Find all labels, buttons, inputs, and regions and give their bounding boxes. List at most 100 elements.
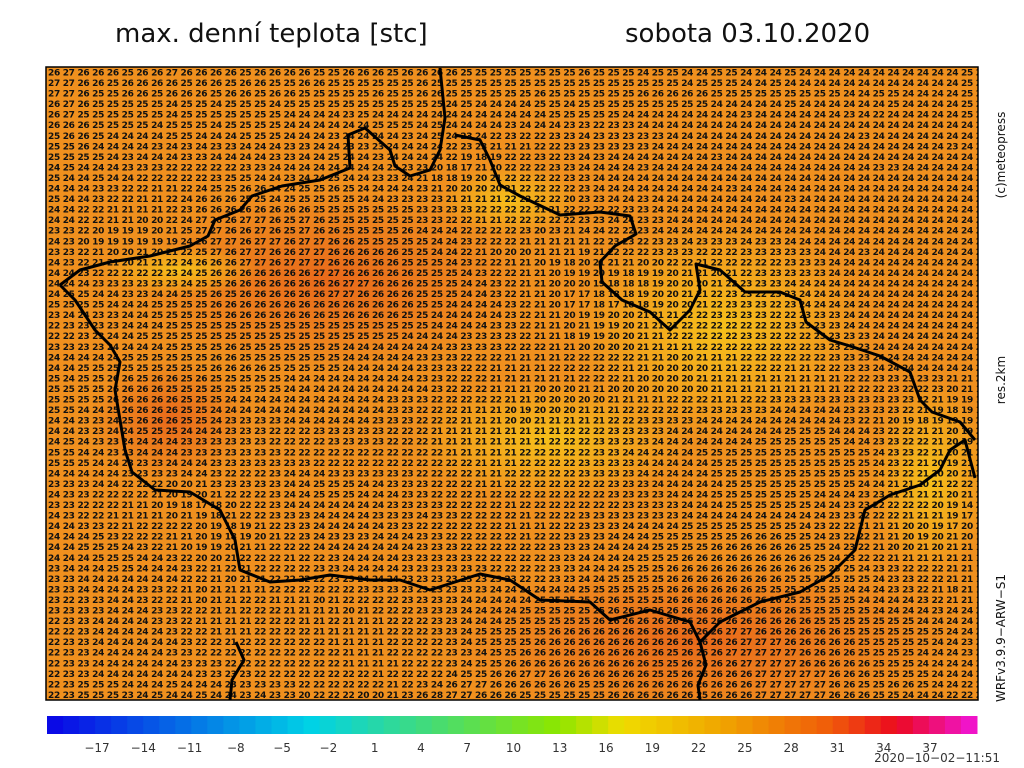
grid-row: 24 23 22 21 21 20 21 21 22 24 26 26 26 2… xyxy=(48,258,982,268)
colorbar-segment xyxy=(287,716,305,734)
border xyxy=(58,283,977,644)
model: WRFv3.9.9−ARW−S1 xyxy=(994,574,1008,702)
grid-row: 24 23 22 22 21 21 21 21 20 21 19 18 21 2… xyxy=(48,512,982,522)
grid-row: 25 25 25 25 26 26 26 26 26 25 25 25 24 2… xyxy=(48,396,982,406)
grid-row: 24 24 23 23 24 25 26 26 26 25 25 24 23 2… xyxy=(48,417,982,427)
resolution: res.2km xyxy=(994,356,1008,404)
colorbar-segment xyxy=(768,716,786,734)
colorbar-segment xyxy=(832,716,850,734)
value-grid: 26 27 26 26 26 25 26 26 27 26 26 26 26 2… xyxy=(48,68,982,701)
grid-row: 24 25 25 24 24 23 23 24 24 25 25 26 25 2… xyxy=(48,290,982,300)
colorbar-segment xyxy=(736,716,754,734)
grid-row: 22 22 23 24 24 24 24 24 23 22 22 21 21 2… xyxy=(48,628,982,638)
date: sobota 03.10.2020 xyxy=(625,19,870,49)
colorbar-segment xyxy=(191,716,208,734)
colorbar-segment xyxy=(63,716,80,734)
colorbar-segment xyxy=(319,716,337,734)
cool-area xyxy=(870,380,978,580)
colorbar-tick-label: −8 xyxy=(227,741,245,755)
colorbar-segment xyxy=(495,716,513,734)
colorbar-segment xyxy=(608,716,625,734)
colorbar-segment xyxy=(335,716,353,734)
colorbar-tick-label: −17 xyxy=(84,741,109,755)
grid-row: 23 23 23 23 24 24 24 24 25 25 25 25 26 2… xyxy=(48,343,982,353)
grid-row: 25 25 25 25 24 24 24 25 25 25 25 26 26 2… xyxy=(48,301,982,311)
colorbar-tick-label: 22 xyxy=(691,741,706,755)
colorbar-segment xyxy=(864,716,882,734)
colorbar-segment xyxy=(255,716,272,734)
warm-area xyxy=(90,360,250,480)
border xyxy=(454,133,977,441)
colorbar-tick-label: −2 xyxy=(320,741,338,755)
colorbar-segment xyxy=(944,716,962,734)
grid-row: 22 23 23 24 24 24 24 24 24 24 23 23 23 2… xyxy=(48,670,982,680)
colorbar-segment xyxy=(624,716,641,734)
colorbar-tick-label: 28 xyxy=(784,741,799,755)
colorbar-segment xyxy=(880,716,898,734)
colorbar-tick-label: 1 xyxy=(371,741,379,755)
colorbar-segment xyxy=(95,716,112,734)
colorbar-segment xyxy=(111,716,128,734)
colorbar-segment xyxy=(688,716,705,734)
grid-row: 23 23 22 21 20 20 21 20 21 22 25 27 26 2… xyxy=(48,248,982,258)
colorbar-segment xyxy=(239,716,256,734)
colorbar-segment xyxy=(143,716,160,734)
grid-row: 23 23 23 23 24 24 24 23 23 22 22 21 21 2… xyxy=(48,607,982,617)
colorbar-segment xyxy=(415,716,433,734)
grid-row: 22 23 23 23 23 24 24 24 25 25 25 25 25 2… xyxy=(48,322,982,332)
colorbar-segment xyxy=(47,716,64,734)
colorbar-segment xyxy=(79,716,96,734)
colorbar-segment xyxy=(207,716,224,734)
grid-row: 25 25 24 24 25 26 26 26 26 25 25 24 24 2… xyxy=(48,406,982,416)
grid-row: 24 23 23 22 22 22 22 21 20 19 20 21 22 2… xyxy=(48,490,982,500)
colorbar-segment xyxy=(752,716,770,734)
colorbar-segment xyxy=(271,716,289,734)
grid-row: 27 27 26 26 25 26 26 26 26 25 26 26 25 2… xyxy=(48,79,982,89)
colorbar-segment xyxy=(784,716,802,734)
grid-row: 25 25 25 25 26 26 26 26 25 25 25 25 25 2… xyxy=(48,385,982,395)
grid-row: 24 24 22 22 21 21 21 21 22 23 26 26 26 2… xyxy=(48,206,982,216)
grid-row: 24 24 24 24 24 25 25 25 25 25 25 26 26 2… xyxy=(48,353,982,363)
cool-area xyxy=(570,220,870,440)
grid-row: 22 23 25 25 25 23 24 25 24 24 25 24 24 2… xyxy=(48,691,982,701)
grid-row: 23 24 24 24 25 25 24 24 24 23 22 21 22 2… xyxy=(48,564,982,574)
grid-row: 23 24 24 23 23 24 24 25 25 25 25 25 26 2… xyxy=(48,311,982,321)
colorbar-tick-label: 31 xyxy=(830,741,845,755)
grid-row: 24 25 24 23 23 24 24 24 24 23 23 23 23 2… xyxy=(48,438,982,448)
map: 26 27 26 26 26 25 26 26 27 26 26 26 26 2… xyxy=(46,67,982,701)
borders xyxy=(58,67,977,700)
colorbar-tick-label: −14 xyxy=(131,741,156,755)
grid-row: 26 27 26 26 26 25 26 26 27 26 26 26 26 2… xyxy=(48,68,982,78)
colorbar-segment xyxy=(127,716,144,734)
map-frame xyxy=(45,66,979,701)
grid-row: 24 24 23 23 22 21 22 22 22 22 20 19 18 1… xyxy=(48,522,982,532)
colorbar-segment xyxy=(544,716,561,734)
colorbar-segment xyxy=(223,716,240,734)
colorbar-segment xyxy=(592,716,609,734)
colorbar-tick-label: 34 xyxy=(876,741,891,755)
grid-row: 25 25 25 25 24 23 24 24 24 23 23 24 24 2… xyxy=(48,153,982,163)
grid-row: 23 23 24 24 24 24 23 23 22 21 20 21 21 2… xyxy=(48,585,982,595)
grid-row: 24 25 24 24 24 23 23 23 22 22 22 22 22 2… xyxy=(48,163,982,173)
colorbar-tick-label: 13 xyxy=(552,741,567,755)
grid-row: 24 24 24 25 23 22 22 22 21 21 20 19 18 1… xyxy=(48,533,982,543)
grid-row: 24 24 24 23 23 23 23 23 23 24 25 25 26 2… xyxy=(48,279,982,289)
border xyxy=(696,641,708,700)
colorbar-segment xyxy=(656,716,673,734)
grid-row: 25 24 24 25 24 24 22 22 22 22 22 23 25 2… xyxy=(48,174,982,184)
colorbar-tick-label: 16 xyxy=(598,741,613,755)
grid-row: 24 24 24 25 25 25 24 24 23 22 20 20 21 2… xyxy=(48,554,982,564)
grid-row: 26 27 26 25 25 25 25 25 24 25 25 24 25 2… xyxy=(48,100,982,110)
colorbar-tick-label: 25 xyxy=(737,741,752,755)
copyright: (c)meteopress xyxy=(994,112,1008,199)
colorbar-tick-label: −11 xyxy=(177,741,202,755)
colorbar-segment xyxy=(431,716,449,734)
colorbar-tick-label: 4 xyxy=(417,741,425,755)
colorbar-segment xyxy=(800,716,818,734)
colorbar-segment xyxy=(512,716,529,734)
grid-row: 25 26 26 25 24 24 24 24 25 25 24 24 24 2… xyxy=(48,132,982,142)
colorbar-segment xyxy=(463,716,481,734)
grid-row: 25 25 24 24 23 23 24 24 24 23 23 23 23 2… xyxy=(48,448,982,458)
colorbar: −17 −14 −11 −8 −5 −2 1 4 7 10 13 16 19 22 25 28 31 34 37 xyxy=(47,716,978,755)
